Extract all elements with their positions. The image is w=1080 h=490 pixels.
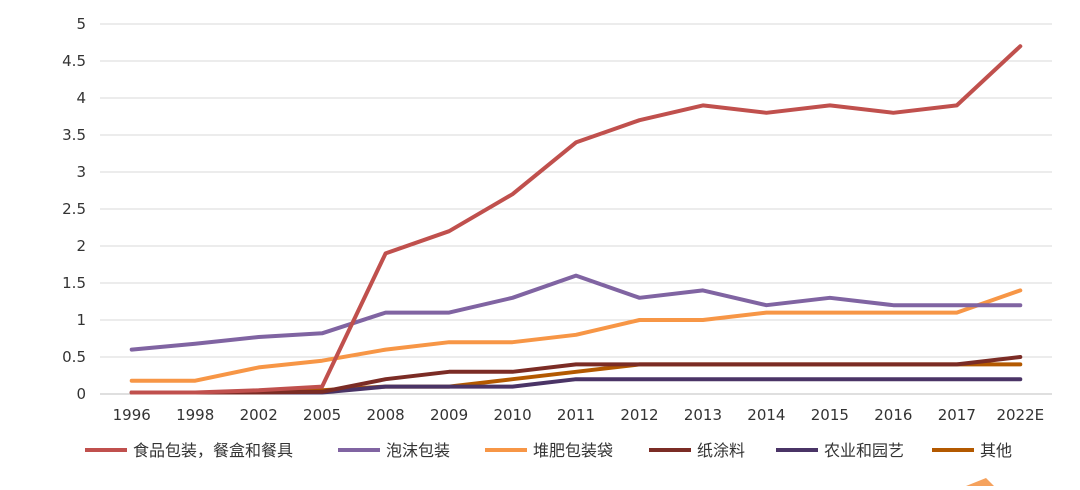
legend-label: 食品包装，餐盒和餐具 [133,441,293,460]
series-line [129,288,1023,383]
y-tick-label: 0.5 [62,348,86,366]
series-line [129,44,1023,395]
legend-label: 泡沫包装 [386,441,450,460]
gridlines [100,23,1052,358]
x-tick-label: 2015 [811,406,849,424]
y-tick-label: 1 [76,311,86,329]
x-tick-label: 2005 [303,406,341,424]
y-tick-label: 0 [76,385,86,403]
corner-accent-mark [966,478,994,486]
x-tick-label: 2002 [240,406,278,424]
x-tick-label: 2016 [874,406,912,424]
y-tick-label: 2 [76,237,86,255]
legend-label: 纸涂料 [697,441,745,460]
y-tick-label: 2.5 [62,200,86,218]
series-line [129,355,1023,395]
x-tick-label: 2012 [620,406,658,424]
x-tick-label: 1996 [113,406,151,424]
x-tick-label: 2010 [493,406,531,424]
x-tick-label: 1998 [176,406,214,424]
legend-label: 堆肥包装袋 [533,441,613,460]
y-tick-label: 3 [76,163,86,181]
x-tick-label: 2009 [430,406,468,424]
y-tick-label: 5 [76,15,86,33]
y-tick-label: 3.5 [62,126,86,144]
legend-label: 其他 [980,441,1012,460]
legend: 食品包装，餐盒和餐具 泡沫包装 堆肥包装袋 纸涂料 农业和园艺 其他 [85,441,1012,460]
legend-label: 农业和园艺 [824,441,904,460]
x-tick-label: 2022E [996,406,1044,424]
x-tick-label: 2017 [938,406,976,424]
y-tick-label: 4.5 [62,52,86,70]
y-tick-label: 1.5 [62,274,86,292]
x-tick-label: 2011 [557,406,595,424]
series-line [129,273,1023,352]
axes: 0 0.5 1 1.5 2 2.5 3 3.5 4 4.5 5 1996 1998 2002 2005 200… [62,15,1052,424]
x-tick-label: 2013 [684,406,722,424]
x-tick-label: 2014 [747,406,785,424]
y-tick-label: 4 [76,89,86,107]
series-lines [129,44,1023,395]
x-tick-label: 2008 [367,406,405,424]
